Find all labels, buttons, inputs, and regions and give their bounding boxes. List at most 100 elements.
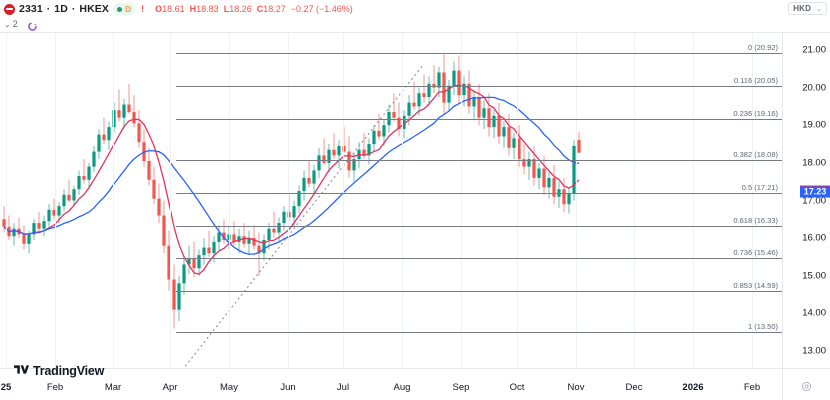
last-price-badge[interactable]: 17.23 <box>800 186 830 198</box>
fib-line-0.5[interactable] <box>176 192 782 194</box>
market-session-letter: D <box>124 4 132 14</box>
candle-body <box>372 130 376 145</box>
exchange-label[interactable]: HKEX <box>79 3 109 15</box>
gridline-May <box>229 33 230 368</box>
candle-body <box>402 115 406 129</box>
candle-body <box>262 240 266 254</box>
candle-body <box>497 115 501 137</box>
candle-body <box>87 166 91 180</box>
candle-body <box>52 209 56 216</box>
fib-line-0[interactable] <box>176 52 782 54</box>
candle-body <box>452 70 456 86</box>
symbol-info-row: 2331 · 1D · HKEX D ! O18.61 H18.83 L18.2… <box>4 2 353 16</box>
candle-body <box>577 139 581 153</box>
fib-line-0.736[interactable] <box>176 258 782 260</box>
currency-selector[interactable]: HKD ⌄ <box>788 2 827 15</box>
currency-label: HKD <box>793 4 812 13</box>
candle-body <box>242 236 246 244</box>
fib-label-0.382: 0.382 (18.08) <box>733 149 778 159</box>
candle-body <box>512 138 516 148</box>
chart-settings-button[interactable] <box>782 368 830 400</box>
refresh-icon[interactable] <box>27 19 38 31</box>
price-tick-14.00: 14.00 <box>802 307 826 319</box>
symbol-separator-1: · <box>46 3 51 15</box>
gridline-Mar <box>113 33 114 368</box>
candle-body <box>367 144 371 156</box>
candle-body <box>257 245 261 254</box>
candle-body <box>397 117 401 129</box>
symbol-ticker[interactable]: 2331 <box>19 3 43 15</box>
candle-body <box>57 206 61 216</box>
time-tick-Feb: Feb <box>46 382 64 393</box>
time-axis[interactable]: 25 Feb Mar Apr May Jun Jul Aug Sep Oct Nov Dec 2026 F… <box>0 368 782 400</box>
time-tick-Feb: Feb <box>743 382 761 393</box>
price-tick-21.00: 21.00 <box>802 44 826 56</box>
ohlc-open-value: 18.61 <box>162 4 185 14</box>
warning-icon[interactable]: ! <box>141 4 145 14</box>
time-tick-Oct: Oct <box>509 382 525 393</box>
fib-label-0.853: 0.853 (14.59) <box>733 281 778 291</box>
fib-line-0.853[interactable] <box>176 291 782 293</box>
fib-line-0.618[interactable] <box>176 225 782 227</box>
candle-body <box>562 189 566 205</box>
candle-body <box>112 110 116 128</box>
candle-body <box>162 215 166 246</box>
fib-line-0.382[interactable] <box>176 159 782 161</box>
candle-body <box>62 194 66 207</box>
candle-body <box>92 151 96 167</box>
ohlc-change-value: −0.27 (−1.46%) <box>290 4 353 14</box>
time-tick-Sep: Sep <box>452 382 470 393</box>
fib-label-0: 0 (20.92) <box>747 42 778 52</box>
market-status-badge[interactable]: D <box>112 3 136 15</box>
interval-label[interactable]: 1D <box>54 3 68 15</box>
price-tick-15.00: 15.00 <box>802 270 826 282</box>
gridline-Jun <box>288 33 289 368</box>
candle-body <box>327 149 331 163</box>
price-axis[interactable]: 21.00 20.00 19.00 18.00 17.00 16.00 15.00 14.00… <box>782 33 830 368</box>
candle-body <box>387 112 391 126</box>
candle-body <box>197 255 201 269</box>
candle-body <box>207 247 211 254</box>
gridline-Dec <box>634 33 635 368</box>
candle-body <box>212 241 216 254</box>
fib-label-0.736: 0.736 (15.46) <box>733 248 778 258</box>
candle-body <box>312 170 316 184</box>
candle-body <box>567 192 571 205</box>
gridline-Apr <box>170 33 171 368</box>
chart-plot-area[interactable]: 0 (20.92) 0.116 (20.05) 0.236 (19.16) 0.382… <box>0 33 782 368</box>
indicator-row: ⌄ 2 <box>4 17 38 31</box>
candle-body <box>27 234 31 244</box>
candle-body <box>322 155 326 163</box>
fib-label-0.618: 0.618 (16.33) <box>733 215 778 225</box>
candle-body <box>2 219 6 227</box>
candle-body <box>482 108 486 118</box>
fib-line-0.236[interactable] <box>176 119 782 121</box>
candle-body <box>532 159 536 178</box>
price-tick-18.00: 18.00 <box>802 157 826 169</box>
candle-body <box>202 247 206 256</box>
fib-line-0.116[interactable] <box>176 85 782 87</box>
candle-body <box>527 159 531 167</box>
trendline-dashed[interactable] <box>176 64 424 368</box>
ohlc-low-key: L <box>223 4 230 14</box>
gridline-Jul <box>343 33 344 368</box>
candle-body <box>502 127 506 137</box>
symbol-logo-icon <box>4 3 15 15</box>
candle-body <box>427 83 431 97</box>
candle-body <box>117 110 121 118</box>
fib-line-1[interactable] <box>176 332 782 334</box>
candle-body <box>472 96 476 107</box>
candle-body <box>462 83 466 96</box>
ohlc-low-value: 18.26 <box>229 4 252 14</box>
time-tick-Dec: Dec <box>625 382 643 393</box>
candle-body <box>127 104 131 113</box>
chevron-down-icon: ⌄ <box>816 5 822 13</box>
fib-label-0.236: 0.236 (19.16) <box>733 109 778 119</box>
candle-body <box>477 96 481 118</box>
candle-body <box>82 176 86 180</box>
indicator-group-toggle[interactable]: ⌄ 2 <box>4 19 18 29</box>
candle-body <box>77 176 81 190</box>
candle-body <box>137 123 141 143</box>
candle-body <box>12 228 16 237</box>
fib-label-0.5: 0.5 (17.21) <box>741 182 778 192</box>
